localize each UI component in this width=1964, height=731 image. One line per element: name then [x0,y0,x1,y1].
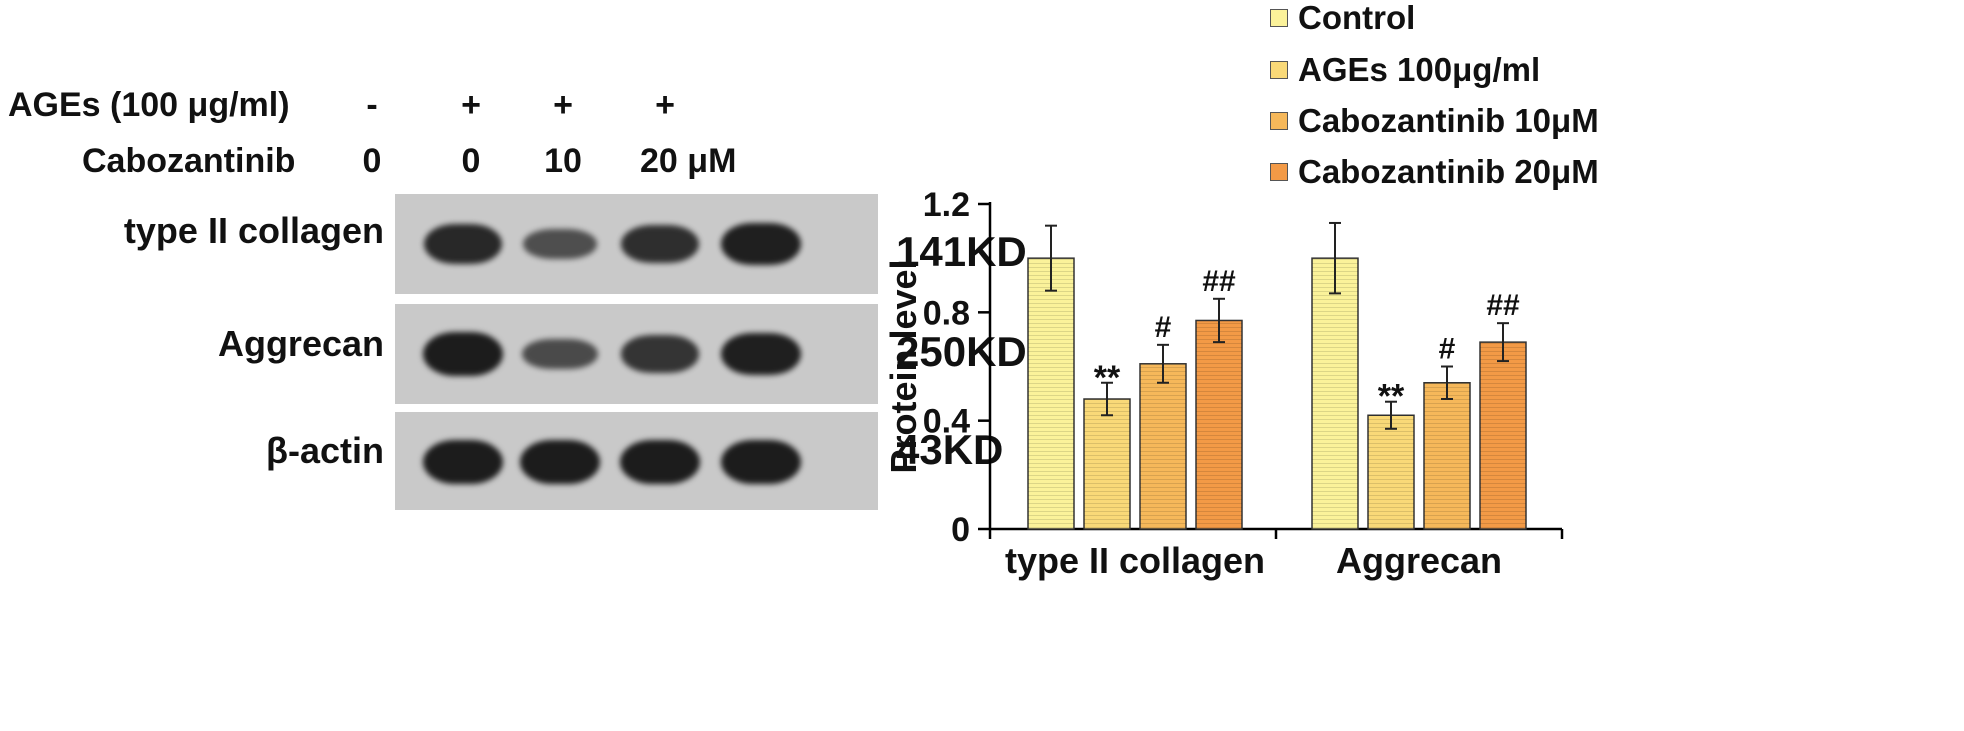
blot-strip-beta-actin [395,412,878,510]
cabo-lane-1: 0 [362,142,382,180]
y-tick-label: 1.2 [923,186,970,224]
blot-label-type-ii-collagen: type II collagen [123,210,384,251]
band [520,440,600,484]
kd-beta-actin: 43KD [896,426,1004,473]
x-category-label: type II collagen [1005,540,1265,581]
kd-aggrecan: 250KD [896,328,1027,375]
significance-label: # [1439,333,1456,366]
band [423,223,503,265]
band [721,222,801,266]
kd-type-ii-collagen: 141KD [896,228,1027,275]
significance-label: ## [1202,265,1236,298]
blot-strip-aggrecan [395,304,878,404]
legend-swatch [1270,61,1288,79]
bar-texture [1424,382,1470,529]
bar-texture [1368,415,1414,529]
legend-label: Cabozantinib 10μM [1298,102,1599,139]
significance-label: ## [1486,289,1520,322]
band [621,335,699,373]
y-tick-label: 0.8 [923,294,970,332]
legend-label: Control [1298,0,1416,36]
ages-row-label: AGEs (100 μg/ml) [8,86,290,124]
significance-label: # [1155,311,1172,344]
blot-label-beta-actin: β-actin [266,430,384,471]
legend-swatch [1270,9,1288,27]
blot-label-aggrecan: Aggrecan [217,323,384,364]
cabo-lane-2: 0 [461,142,481,180]
band [621,224,699,264]
band [522,229,598,259]
legend-item-ages: AGEs 100μg/ml [1270,48,1540,92]
band [721,332,801,376]
bar-texture [1140,363,1186,529]
bar-texture [1028,258,1074,529]
legend-swatch [1270,163,1288,181]
ages-lane-2: + [461,86,481,124]
band [423,440,503,484]
bar-texture [1480,342,1526,529]
legend-label: Cabozantinib 20μM [1298,153,1599,190]
band [620,440,700,484]
legend-item-cabo-20: Cabozantinib 20μM [1270,150,1599,194]
ages-lane-3: + [553,86,573,124]
y-tick-label: 0 [951,511,970,549]
band [423,332,503,376]
significance-label: ** [1378,378,1405,416]
bar-texture [1196,320,1242,529]
band [721,440,801,484]
legend-swatch [1270,112,1288,130]
x-category-label: Aggrecan [1336,540,1502,581]
legend-label: AGEs 100μg/ml [1298,51,1541,88]
cabo-lane-3: 10 [544,142,582,180]
cabozantinib-row-label: Cabozantinib [82,142,296,180]
significance-label: ** [1094,359,1121,397]
band [522,338,598,370]
y-axis-title: Protein level [883,259,924,473]
bar-texture [1084,399,1130,529]
bar-texture [1312,258,1358,529]
y-tick-label: 0.4 [923,403,970,441]
ages-lane-4: + [655,86,675,124]
cabo-lane-4: 20 μM [640,142,737,180]
ages-lane-1: - [366,86,378,124]
legend-item-control: Control [1270,0,1415,40]
blot-strip-type-ii-collagen [395,194,878,294]
legend-item-cabo-10: Cabozantinib 10μM [1270,99,1599,143]
